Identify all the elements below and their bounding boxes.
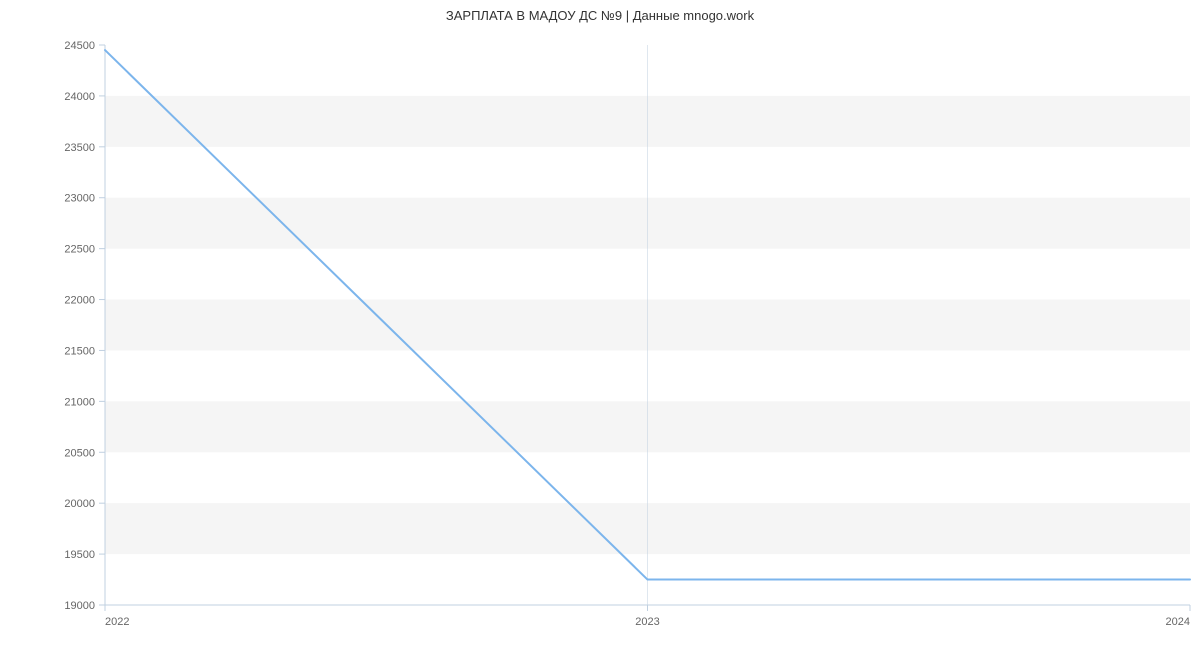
salary-line-chart: ЗАРПЛАТА В МАДОУ ДС №9 | Данные mnogo.wo… — [0, 0, 1200, 650]
svg-text:22500: 22500 — [64, 244, 95, 256]
svg-text:24500: 24500 — [64, 40, 95, 52]
svg-text:23000: 23000 — [64, 193, 95, 205]
svg-text:2022: 2022 — [105, 616, 129, 628]
svg-text:19000: 19000 — [64, 600, 95, 612]
svg-text:2024: 2024 — [1166, 616, 1190, 628]
svg-text:20000: 20000 — [64, 498, 95, 510]
svg-text:24000: 24000 — [64, 91, 95, 103]
chart-svg: 19000 19500 20000 20500 21000 21500 22000 22500… — [0, 0, 1200, 650]
svg-text:23500: 23500 — [64, 142, 95, 154]
svg-text:22000: 22000 — [64, 295, 95, 307]
svg-text:21000: 21000 — [64, 396, 95, 408]
svg-text:20500: 20500 — [64, 447, 95, 459]
svg-text:19500: 19500 — [64, 549, 95, 561]
svg-text:21500: 21500 — [64, 345, 95, 357]
svg-text:2023: 2023 — [635, 616, 659, 628]
